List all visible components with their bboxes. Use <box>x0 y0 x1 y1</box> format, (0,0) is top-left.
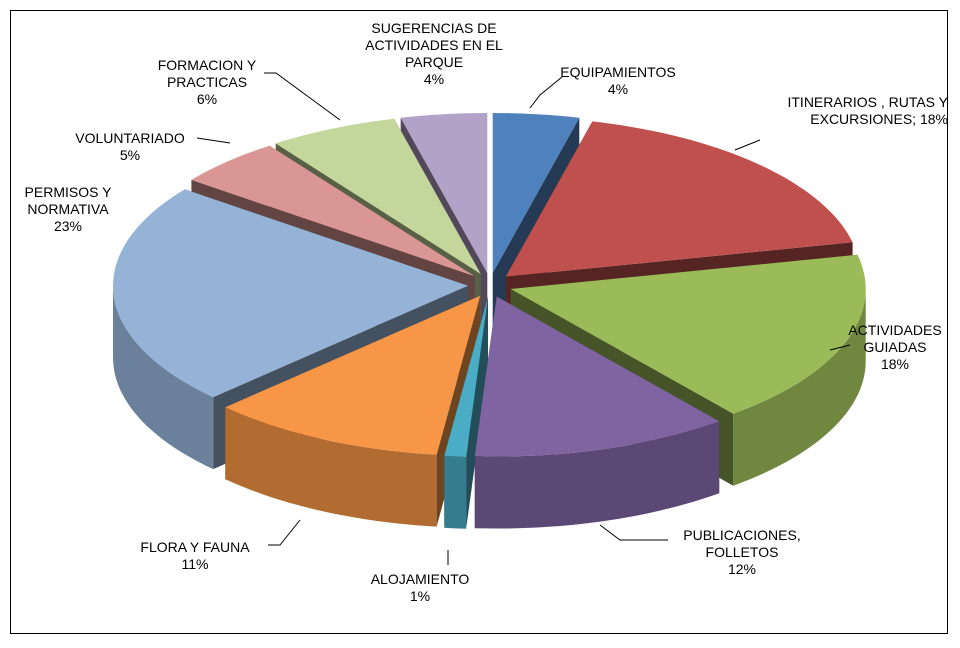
slice <box>474 296 720 457</box>
slice <box>444 297 488 457</box>
slice-side <box>225 407 437 527</box>
category-label: ITINERARIOS , RUTAS Y EXCURSIONES; <box>787 94 948 127</box>
value-label: 5% <box>119 147 141 163</box>
leader-line <box>529 76 563 109</box>
category-label: PUBLICACIONES, FOLLETOS <box>683 527 801 560</box>
value-label: 18% <box>919 111 948 127</box>
slice-side <box>444 455 467 529</box>
leader-line <box>734 139 761 151</box>
data-label: EQUIPAMIENTOS 4% <box>538 64 698 98</box>
category-label: ACTIVIDADES GUIADAS <box>848 322 942 355</box>
slice <box>505 121 853 277</box>
category-label: VOLUNTARIADO <box>75 130 185 146</box>
value-label: 18% <box>880 356 910 372</box>
leader-line <box>829 344 851 351</box>
category-label: SUGERENCIAS DE ACTIVIDADES EN EL PARQUE <box>365 20 503 70</box>
slice <box>400 113 488 273</box>
value-label: 11% <box>181 556 209 572</box>
leader-line <box>264 72 341 121</box>
category-label: EQUIPAMIENTOS <box>560 64 676 80</box>
data-label: VOLUNTARIADO 5% <box>60 130 200 164</box>
slice-side <box>113 285 214 470</box>
data-label: PERMISOS Y NORMATIVA 23% <box>13 184 123 235</box>
slice <box>510 254 866 414</box>
leader-line <box>268 519 301 546</box>
data-label: ACTIVIDADES GUIADAS 18% <box>840 322 950 373</box>
slice <box>191 145 475 277</box>
value-label: 12% <box>727 561 757 577</box>
data-label: SUGERENCIAS DE ACTIVIDADES EN EL PARQUE 4… <box>344 20 524 88</box>
category-label: PERMISOS Y NORMATIVA <box>24 184 112 217</box>
leader-line <box>599 524 668 541</box>
chart-frame <box>10 10 948 634</box>
category-label: FLORA Y FAUNA <box>140 539 250 555</box>
value-label: 4% <box>423 71 445 87</box>
value-label: 23% <box>53 218 83 234</box>
value-label: 4% <box>607 81 629 97</box>
data-label: FLORA Y FAUNA 11% <box>120 539 270 573</box>
data-label: ITINERARIOS , RUTAS Y EXCURSIONES; 18% <box>768 94 948 128</box>
slice <box>275 118 481 274</box>
data-label: ALOJAMIENTO 1% <box>350 571 490 605</box>
value-label: 1% <box>409 588 431 604</box>
category-label: ALOJAMIENTO <box>370 571 470 587</box>
slice-side <box>733 289 866 486</box>
leader-line <box>196 137 231 144</box>
slice <box>492 113 580 273</box>
data-label: PUBLICACIONES, FOLLETOS 12% <box>672 527 812 578</box>
slice <box>113 189 468 398</box>
slice-side <box>474 421 720 529</box>
data-label: FORMACION Y PRACTICAS 6% <box>142 57 272 108</box>
value-label: 6% <box>196 91 218 107</box>
slice <box>225 295 481 455</box>
category-label: FORMACION Y PRACTICAS <box>157 57 257 90</box>
